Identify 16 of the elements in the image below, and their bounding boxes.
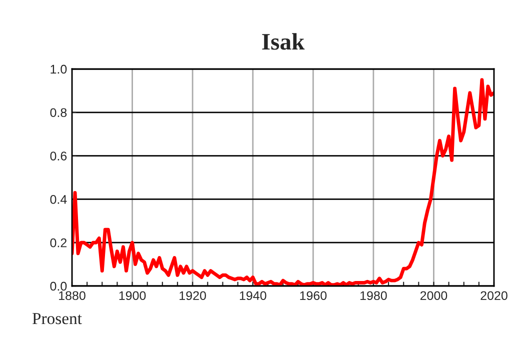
y-tick-label: 0.8 — [50, 108, 67, 118]
x-tick-label: 1940 — [240, 291, 266, 300]
x-tick-label: 1980 — [360, 291, 387, 300]
y-tick-label: 0.4 — [50, 195, 67, 204]
text: Prosent — [32, 313, 82, 324]
y-tick-label: 0.6 — [50, 152, 67, 160]
y-tick-label: 1.0 — [50, 64, 67, 74]
x-tick-label: 2020 — [480, 291, 508, 300]
x-tick-label: 1880 — [59, 291, 86, 300]
x-tick-label: 1960 — [300, 291, 327, 300]
chart-title: Isak — [262, 33, 305, 50]
y-tick-label: 0.2 — [50, 238, 67, 248]
x-tick-label: 1920 — [180, 291, 206, 300]
x-tick-label: 1900 — [119, 291, 146, 300]
y-tick-label: 0.0 — [50, 282, 67, 291]
x-tick-label: 2000 — [420, 291, 448, 300]
